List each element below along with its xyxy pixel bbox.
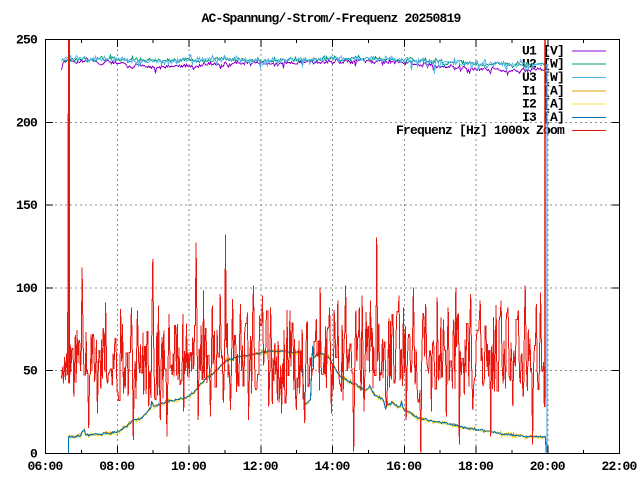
svg-text:14:00: 14:00 xyxy=(314,459,350,474)
svg-text:AC-Spannung/-Strom/-Frequenz 2: AC-Spannung/-Strom/-Frequenz 20250819 xyxy=(201,11,461,26)
svg-text:06:00: 06:00 xyxy=(27,459,63,474)
svg-text:150: 150 xyxy=(16,198,38,213)
svg-text:U1 [V]: U1 [V] xyxy=(522,43,564,58)
svg-text:16:00: 16:00 xyxy=(386,459,422,474)
svg-text:50: 50 xyxy=(23,364,38,379)
svg-text:U3 [W]: U3 [W] xyxy=(522,70,564,85)
svg-text:250: 250 xyxy=(16,33,38,48)
svg-text:I3 [A]: I3 [A] xyxy=(522,110,564,125)
svg-text:10:00: 10:00 xyxy=(171,459,207,474)
svg-text:100: 100 xyxy=(16,281,38,296)
svg-text:Frequenz [Hz] 1000x Zoom: Frequenz [Hz] 1000x Zoom xyxy=(396,123,565,138)
svg-text:I1 [A]: I1 [A] xyxy=(522,83,564,98)
svg-text:12:00: 12:00 xyxy=(243,459,279,474)
svg-text:200: 200 xyxy=(16,115,38,130)
svg-text:08:00: 08:00 xyxy=(99,459,135,474)
svg-text:20:00: 20:00 xyxy=(530,459,566,474)
svg-text:18:00: 18:00 xyxy=(458,459,494,474)
svg-text:I2 [A]: I2 [A] xyxy=(522,97,564,112)
svg-text:0: 0 xyxy=(30,447,38,462)
svg-text:22:00: 22:00 xyxy=(601,459,637,474)
